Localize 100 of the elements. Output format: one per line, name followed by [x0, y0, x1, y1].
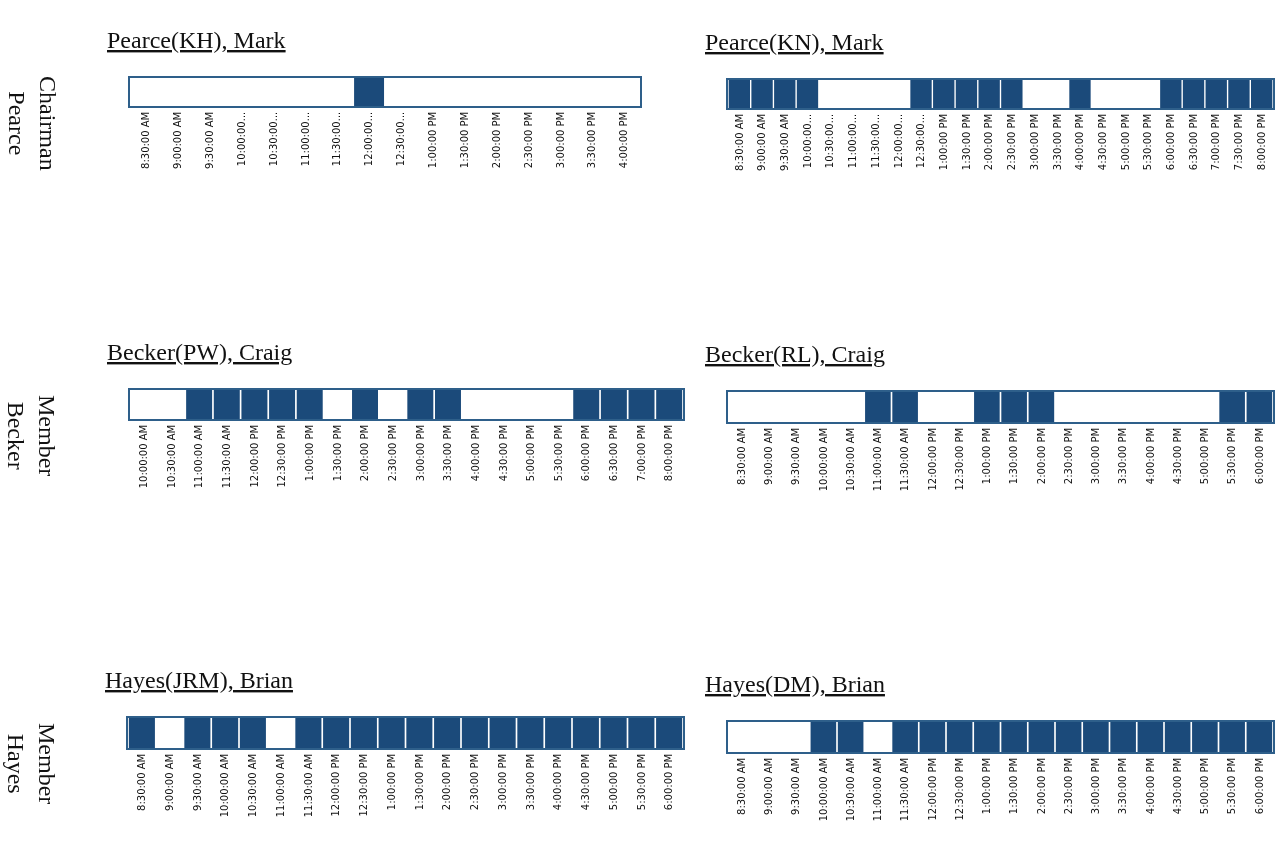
- x-tick-label: 6:00:00 PM: [1253, 427, 1265, 485]
- x-tick-label: 11:30:00 AM: [899, 757, 911, 822]
- x-tick-label: 3:30:00 PM: [524, 753, 536, 811]
- x-tick-label: 2:00:00 PM: [490, 111, 502, 169]
- x-tick-label: 5:00:00 PM: [1199, 757, 1211, 815]
- x-tick-label: 7:30:00 PM: [1233, 113, 1245, 171]
- x-tick-label: 2:00:00 PM: [441, 753, 453, 811]
- x-tick-label: 6:30:00 PM: [1187, 113, 1199, 171]
- x-tick-label: 2:30:00 PM: [386, 424, 398, 482]
- x-tick-label: 5:00:00 PM: [1199, 427, 1211, 485]
- x-tick-label: 1:30:00 PM: [331, 424, 343, 482]
- x-tick-label: 11:00:00...: [847, 113, 859, 169]
- x-tick-label: 9:00:00 AM: [172, 111, 184, 169]
- x-tick-label: 1:00:00 PM: [427, 111, 439, 169]
- x-tick-label: 1:00:00 PM: [385, 753, 397, 811]
- x-tick-label: 2:00:00 PM: [983, 113, 995, 171]
- x-tick-label: 2:30:00 PM: [1062, 427, 1074, 485]
- x-tick-label: 7:00:00 PM: [635, 424, 647, 482]
- x-tick-label: 6:00:00 PM: [1165, 113, 1177, 171]
- x-tick-label: 9:30:00 AM: [790, 757, 802, 815]
- x-tick-label: 10:30:00 AM: [165, 424, 177, 489]
- x-tick-label: 9:30:00 AM: [191, 753, 203, 811]
- x-tick-label: 11:00:00 AM: [872, 757, 884, 822]
- x-tick-label: 11:30:00 AM: [221, 424, 233, 489]
- x-tick-label: 8:00:00 PM: [1255, 113, 1267, 171]
- x-tick-label: 1:30:00 PM: [1008, 757, 1020, 815]
- x-tick-label: 5:00:00 PM: [1119, 113, 1131, 171]
- x-tick-label: 12:00:00 PM: [926, 757, 938, 821]
- x-tick-label: 3:30:00 PM: [1117, 757, 1129, 815]
- x-tick-label: 12:30:00 PM: [953, 757, 965, 821]
- x-tick-label: 9:30:00 AM: [790, 427, 802, 485]
- x-tick-label: 5:30:00 PM: [552, 424, 564, 482]
- x-tick-label: 2:30:00 PM: [1062, 757, 1074, 815]
- x-tick-label: 10:30:00 AM: [247, 753, 259, 818]
- x-tick-label: 8:30:00 AM: [140, 111, 152, 169]
- x-tick-label: 1:00:00 PM: [303, 424, 315, 482]
- x-tick-label: 8:30:00 AM: [735, 427, 747, 485]
- x-tick-label: 1:00:00 PM: [937, 113, 949, 171]
- x-tick-label: 10:00:00 AM: [817, 427, 829, 492]
- x-tick-label: 10:00:00 AM: [817, 757, 829, 822]
- x-tick-label: 10:00:00...: [801, 113, 813, 169]
- x-tick-label: 5:00:00 PM: [525, 424, 537, 482]
- x-tick-label: 12:00:00 PM: [330, 753, 342, 817]
- x-tick-label: 1:30:00 PM: [413, 753, 425, 811]
- x-tick-label: 9:00:00 AM: [763, 757, 775, 815]
- x-tick-label: 12:30:00...: [395, 111, 407, 167]
- x-tick-label: 3:30:00 PM: [586, 111, 598, 169]
- x-tick-label: 10:30:00...: [824, 113, 836, 169]
- x-tick-label: 7:00:00 PM: [1210, 113, 1222, 171]
- x-tick-label: 3:30:00 PM: [1117, 427, 1129, 485]
- x-tick-label: 4:30:00 PM: [1171, 757, 1183, 815]
- x-tick-label: 3:00:00 PM: [554, 111, 566, 169]
- x-tick-label: 3:30:00 PM: [442, 424, 454, 482]
- x-tick-label: 3:00:00 PM: [1090, 757, 1102, 815]
- x-tick-label: 2:30:00 PM: [469, 753, 481, 811]
- x-tick-label: 3:00:00 PM: [414, 424, 426, 482]
- x-tick-label: 11:00:00 AM: [274, 753, 286, 818]
- x-tick-label: 5:30:00 PM: [1226, 427, 1238, 485]
- x-tick-label: 5:30:00 PM: [635, 753, 647, 811]
- x-tick-label: 2:30:00 PM: [522, 111, 534, 169]
- x-tick-label: 12:30:00...: [915, 113, 927, 169]
- x-tick-label: 10:30:00 AM: [844, 427, 856, 492]
- x-tick-label: 4:00:00 PM: [1144, 757, 1156, 815]
- x-tick-label: 10:30:00...: [267, 111, 279, 167]
- x-tick-label: 11:00:00 AM: [193, 424, 205, 489]
- x-tick-label: 8:30:00 AM: [733, 113, 745, 171]
- x-tick-label: 4:30:00 PM: [1096, 113, 1108, 171]
- x-tick-label: 11:30:00 AM: [899, 427, 911, 492]
- x-tick-label: 10:00:00 AM: [219, 753, 231, 818]
- text: Member Hayes: [2, 723, 60, 805]
- text: Member Becker: [2, 395, 60, 477]
- x-tick-label: 1:00:00 PM: [981, 427, 993, 485]
- text: Chairman Pearce: [3, 76, 61, 171]
- x-tick-label: 4:00:00 PM: [552, 753, 564, 811]
- x-tick-label: 4:30:00 PM: [1171, 427, 1183, 485]
- x-tick-label: 12:00:00...: [892, 113, 904, 169]
- x-tick-label: 12:00:00...: [363, 111, 375, 167]
- x-tick-label: 5:30:00 PM: [1142, 113, 1154, 171]
- x-tick-label: 8:30:00 AM: [735, 757, 747, 815]
- x-tick-label: 2:30:00 PM: [1006, 113, 1018, 171]
- x-tick-label: 4:00:00 PM: [1074, 113, 1086, 171]
- x-tick-label: 2:00:00 PM: [1035, 757, 1047, 815]
- x-tick-label: 4:00:00 PM: [469, 424, 481, 482]
- x-tick-label: 3:00:00 PM: [1090, 427, 1102, 485]
- chart-title: Pearce(KN), Mark: [705, 29, 884, 55]
- x-tick-label: 10:30:00 AM: [844, 757, 856, 822]
- chart-title: Hayes(DM), Brian: [705, 671, 885, 697]
- chart-title: Becker(PW), Craig: [107, 339, 293, 365]
- x-tick-label: 1:00:00 PM: [981, 757, 993, 815]
- x-tick-label: 6:00:00 PM: [580, 424, 592, 482]
- x-tick-label: 4:00:00 PM: [618, 111, 630, 169]
- x-tick-label: 12:30:00 PM: [953, 427, 965, 491]
- x-tick-label: 1:30:00 PM: [458, 111, 470, 169]
- x-tick-label: 4:30:00 PM: [497, 424, 509, 482]
- x-tick-label: 8:30:00 AM: [136, 753, 148, 811]
- chart-title: Becker(RL), Craig: [705, 341, 885, 367]
- x-tick-label: 11:30:00...: [869, 113, 881, 169]
- x-tick-label: 10:00:00 AM: [138, 424, 150, 489]
- x-tick-label: 3:00:00 PM: [496, 753, 508, 811]
- x-tick-label: 12:00:00 PM: [926, 427, 938, 491]
